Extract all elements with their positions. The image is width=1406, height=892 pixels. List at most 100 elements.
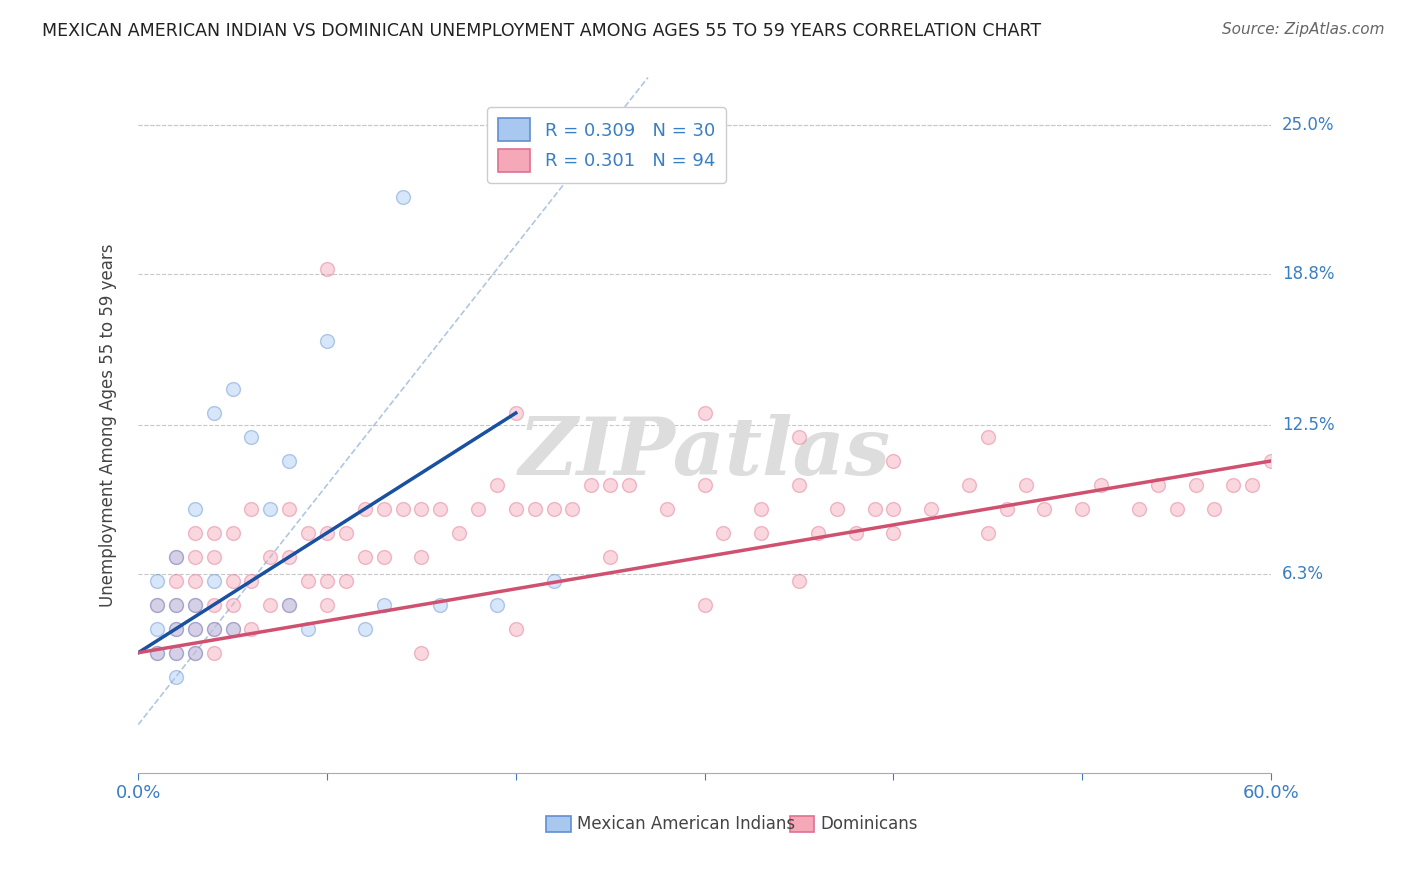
Point <box>184 646 207 660</box>
Point <box>749 502 772 516</box>
Point <box>297 622 319 636</box>
Point <box>165 622 187 636</box>
Point <box>845 525 868 540</box>
Point <box>825 502 848 516</box>
Point <box>297 525 319 540</box>
Point <box>373 598 395 612</box>
Point <box>165 622 187 636</box>
Point <box>165 598 187 612</box>
Point <box>184 598 207 612</box>
Point <box>278 502 301 516</box>
Point <box>749 525 772 540</box>
Point <box>184 646 207 660</box>
Point <box>316 334 339 348</box>
Point <box>882 502 904 516</box>
Point <box>995 502 1018 516</box>
Text: Mexican American Indians: Mexican American Indians <box>576 815 794 833</box>
Point <box>411 502 433 516</box>
FancyBboxPatch shape <box>790 816 814 831</box>
Point <box>240 622 263 636</box>
Point <box>543 502 565 516</box>
Point <box>184 622 207 636</box>
Point <box>449 525 471 540</box>
Text: Source: ZipAtlas.com: Source: ZipAtlas.com <box>1222 22 1385 37</box>
Point <box>146 646 169 660</box>
Point <box>221 574 243 588</box>
Point <box>353 502 375 516</box>
Point <box>184 622 207 636</box>
Point <box>316 525 339 540</box>
Point <box>1222 478 1244 492</box>
Point <box>202 622 225 636</box>
Point <box>505 406 527 420</box>
Point <box>165 574 187 588</box>
Point <box>391 190 413 204</box>
Point <box>335 574 357 588</box>
Point <box>1260 454 1282 468</box>
Point <box>391 502 413 516</box>
Point <box>297 574 319 588</box>
Point <box>787 478 810 492</box>
Point <box>807 525 830 540</box>
Point <box>485 598 508 612</box>
Point <box>1146 478 1168 492</box>
Text: 25.0%: 25.0% <box>1282 116 1334 135</box>
Point <box>240 574 263 588</box>
Point <box>146 598 169 612</box>
Point <box>184 598 207 612</box>
Point <box>373 549 395 564</box>
Point <box>655 502 678 516</box>
Point <box>1128 502 1150 516</box>
Point <box>221 622 243 636</box>
Point <box>165 598 187 612</box>
Point <box>240 502 263 516</box>
Point <box>165 670 187 684</box>
Point <box>1184 478 1206 492</box>
Point <box>977 430 1000 444</box>
Point <box>165 549 187 564</box>
Text: 18.8%: 18.8% <box>1282 265 1334 283</box>
Point <box>617 478 640 492</box>
Point <box>505 502 527 516</box>
Point <box>146 598 169 612</box>
Point <box>278 549 301 564</box>
Point <box>882 525 904 540</box>
Point <box>259 502 281 516</box>
Point <box>977 525 1000 540</box>
Point <box>202 622 225 636</box>
Point <box>146 574 169 588</box>
Point <box>693 478 716 492</box>
Point <box>184 525 207 540</box>
Point <box>693 406 716 420</box>
Point <box>278 598 301 612</box>
Point <box>335 525 357 540</box>
Text: MEXICAN AMERICAN INDIAN VS DOMINICAN UNEMPLOYMENT AMONG AGES 55 TO 59 YEARS CORR: MEXICAN AMERICAN INDIAN VS DOMINICAN UNE… <box>42 22 1042 40</box>
Point <box>165 646 187 660</box>
Point <box>787 574 810 588</box>
Point <box>1090 478 1112 492</box>
Y-axis label: Unemployment Among Ages 55 to 59 years: Unemployment Among Ages 55 to 59 years <box>100 244 117 607</box>
Point <box>165 646 187 660</box>
Point <box>202 406 225 420</box>
Point <box>429 502 451 516</box>
Point <box>1166 502 1188 516</box>
Point <box>957 478 980 492</box>
Point <box>411 549 433 564</box>
Point <box>202 646 225 660</box>
Point <box>202 525 225 540</box>
Legend: R = 0.309   N = 30, R = 0.301   N = 94: R = 0.309 N = 30, R = 0.301 N = 94 <box>486 107 725 183</box>
Point <box>165 549 187 564</box>
Point <box>1241 478 1264 492</box>
Point <box>505 622 527 636</box>
Text: ZIPatlas: ZIPatlas <box>519 414 890 491</box>
Point <box>429 598 451 612</box>
Point <box>202 598 225 612</box>
Point <box>240 430 263 444</box>
Point <box>221 382 243 396</box>
Point <box>316 574 339 588</box>
Point <box>523 502 546 516</box>
Point <box>184 574 207 588</box>
Point <box>353 622 375 636</box>
Point <box>581 478 603 492</box>
Point <box>146 622 169 636</box>
